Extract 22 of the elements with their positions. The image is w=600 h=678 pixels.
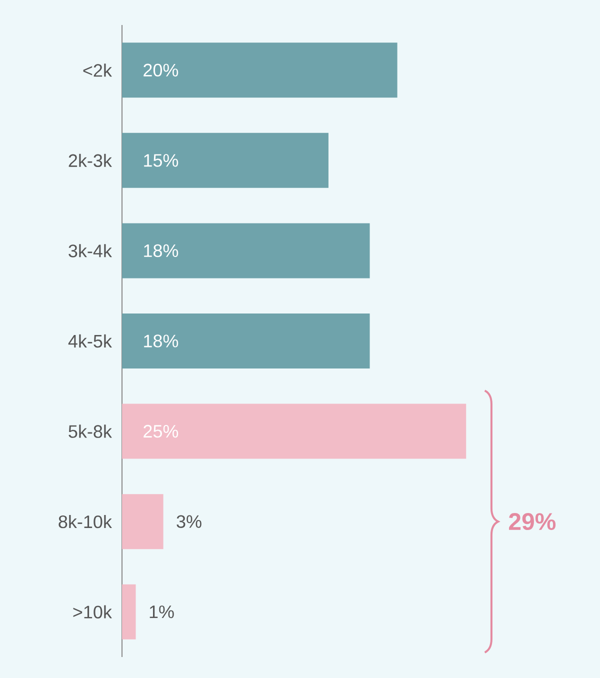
bar [122, 584, 136, 640]
y-tick-label: 5k-8k [68, 424, 112, 438]
bar [122, 494, 164, 550]
data-label: 3% [176, 515, 202, 528]
text: 29% [509, 513, 556, 530]
data-label: 18% [144, 334, 178, 348]
data-label: 18% [144, 244, 178, 258]
bar [122, 404, 466, 459]
data-label: 15% [144, 154, 178, 167]
bar [122, 42, 398, 98]
bar [122, 132, 328, 188]
y-tick-label: 8k-10k [58, 514, 112, 528]
bar [122, 223, 370, 278]
data-label: 1% [150, 606, 174, 618]
bar [122, 314, 370, 369]
y-tick-label: >10k [73, 605, 112, 618]
y-tick-label: 4k-5k [68, 334, 112, 348]
y-tick-label: <2k [83, 64, 112, 77]
y-tick-label: 2k-3k [68, 154, 112, 168]
y-tick-label: 3k-4k [68, 244, 112, 258]
data-label: 25% [144, 424, 178, 438]
data-label: 20% [144, 64, 178, 77]
